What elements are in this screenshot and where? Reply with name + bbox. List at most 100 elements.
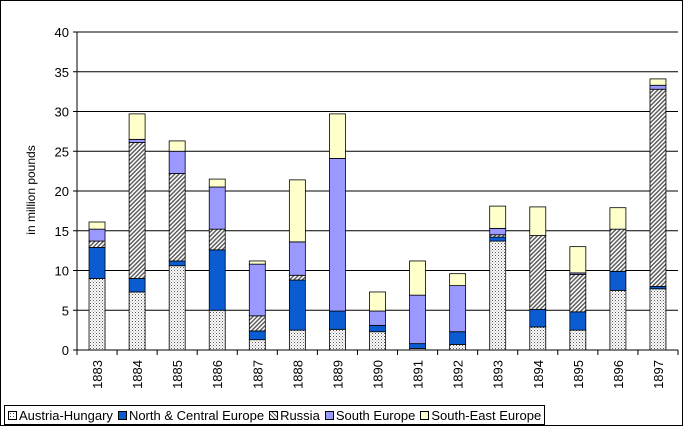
x-tick-label: 1890 (371, 360, 386, 389)
bar-segment-austria-hungary (369, 331, 386, 351)
bar-segment-russia (288, 274, 306, 281)
bar-segment-north-central-europe (88, 247, 106, 279)
legend-label: Russia (280, 407, 320, 423)
legend-item: North & Central Europe (117, 407, 265, 423)
bars (88, 78, 667, 351)
x-tick-label: 1894 (531, 360, 546, 389)
y-tick-label: 0 (62, 343, 69, 358)
bar-segment-austria-hungary (329, 328, 346, 351)
bar-segment-north-central-europe (369, 324, 386, 333)
x-tick-label: 1895 (571, 360, 586, 389)
bar-segment-south-east-europe (369, 291, 386, 312)
bar-segment-north-central-europe (128, 278, 146, 293)
axes (73, 31, 679, 355)
x-tick-labels: 1883 1884 1885 1886 1887 1888 1889 1890 1891 1892… (90, 360, 666, 389)
x-tick-label: 1884 (130, 360, 145, 389)
bar-segment-south-east-europe (569, 246, 587, 274)
bar-segment-south-east-europe (208, 178, 226, 188)
bar-segment-russia (208, 228, 226, 251)
bar-segment-north-central-europe (409, 343, 426, 349)
legend-swatch (420, 410, 430, 420)
bar-segment-north-central-europe (168, 260, 186, 267)
bar-segment-south-east-europe (529, 206, 547, 236)
bar-segment-austria-hungary (449, 344, 467, 351)
bar-segment-north-central-europe (489, 236, 507, 242)
bar-segment-austria-hungary (128, 291, 146, 351)
bar-segment-austria-hungary (88, 278, 106, 351)
bar-segment-south-east-europe (609, 207, 627, 230)
y-tick-label: 15 (55, 224, 69, 239)
legend-item: South-East Europe (420, 408, 541, 423)
x-tick-label: 1885 (170, 360, 185, 389)
x-tick-label: 1883 (90, 360, 105, 389)
legend-label: South Europe (335, 407, 416, 423)
bar-segment-austria-hungary (489, 240, 507, 351)
bar-segment-south-europe (409, 294, 426, 345)
legend-item: South Europe (324, 407, 416, 423)
bar-segment-austria-hungary (248, 339, 266, 351)
bar-segment-russia (529, 235, 547, 310)
y-tick-label: 10 (55, 264, 69, 279)
bar-segment-south-east-europe (649, 78, 667, 86)
bar-segment-russia (248, 315, 266, 332)
bar-segment-austria-hungary (609, 289, 627, 351)
bar-segment-russia (609, 228, 627, 272)
bar-segment-north-central-europe (529, 309, 547, 328)
bar-segment-south-east-europe (449, 273, 467, 287)
bar-segment-russia (88, 240, 106, 248)
bar-segment-south-europe (128, 138, 146, 143)
bar-segment-austria-hungary (168, 265, 186, 351)
bar-segment-austria-hungary (288, 329, 306, 351)
y-tick-label: 35 (55, 65, 69, 80)
bar-segment-south-europe (489, 227, 507, 236)
legend-label: Austria-Hungary (19, 407, 113, 423)
x-tick-label: 1897 (651, 360, 666, 389)
x-tick-label: 1888 (290, 360, 305, 389)
bar-segment-south-europe (449, 285, 467, 333)
bar-segment-south-east-europe (248, 260, 266, 265)
y-tick-label: 25 (55, 144, 69, 159)
bar-segment-south-east-europe (168, 140, 186, 152)
bar-segment-south-east-europe (288, 179, 306, 243)
grid-lines (77, 31, 678, 311)
x-tick-label: 1887 (250, 360, 265, 389)
bar-segment-russia (649, 88, 667, 287)
bar-segment-north-central-europe (609, 270, 627, 291)
bar-segment-austria-hungary (529, 326, 547, 351)
x-tick-label: 1896 (611, 360, 626, 389)
y-axis-label: in million pounds (24, 145, 38, 234)
bar-segment-north-central-europe (329, 310, 346, 330)
bar-segment-south-east-europe (489, 205, 507, 229)
bar-segment-south-europe (248, 263, 266, 317)
legend-swatch (117, 410, 127, 420)
bar-segment-russia (168, 173, 186, 262)
legend-label: South-East Europe (431, 407, 542, 423)
bar-segment-south-east-europe (128, 113, 146, 140)
legend-swatch (8, 410, 17, 420)
y-tick-label: 5 (62, 303, 69, 318)
y-tick-label: 30 (55, 105, 69, 120)
bar-segment-north-central-europe (569, 311, 587, 331)
x-tick-label: 1886 (210, 360, 225, 389)
bar-segment-russia (569, 274, 587, 313)
bar-segment-south-east-europe (88, 221, 106, 230)
bar-segment-north-central-europe (449, 331, 467, 345)
bar-segment-austria-hungary (569, 329, 587, 351)
bar-segment-south-europe (329, 158, 346, 312)
bar-segment-north-central-europe (208, 249, 226, 311)
bar-segment-south-east-europe (329, 113, 346, 159)
x-tick-label: 1889 (330, 360, 345, 389)
bar-segment-south-europe (168, 150, 186, 174)
bar-segment-south-east-europe (409, 260, 426, 296)
legend: Austria-Hungary North & Central Europe Rus… (4, 405, 546, 425)
bar-segment-austria-hungary (208, 309, 226, 351)
bar-segment-south-europe (88, 228, 106, 242)
legend-swatch (324, 410, 334, 420)
bar-segment-south-europe (649, 84, 667, 90)
legend-label: North & Central Europe (128, 407, 265, 423)
x-tick-label: 1892 (451, 360, 466, 389)
bar-segment-south-europe (208, 186, 226, 230)
bar-segment-south-europe (288, 241, 306, 276)
bar-segment-austria-hungary (649, 288, 667, 351)
